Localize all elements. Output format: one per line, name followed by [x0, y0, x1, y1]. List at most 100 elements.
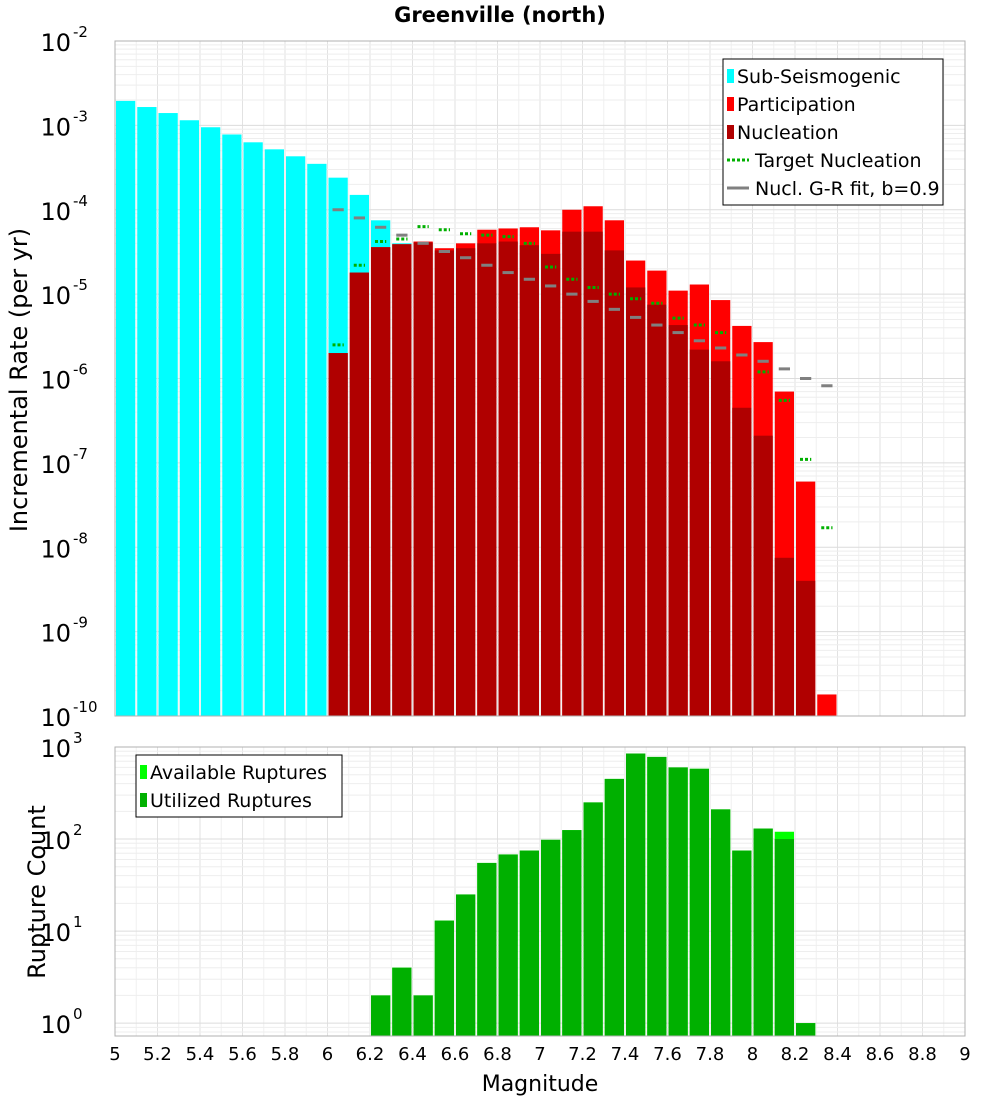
bar-utilized-ruptures [541, 839, 561, 1036]
bar-participation [817, 694, 837, 716]
x-tick-label: 7.8 [696, 1044, 725, 1065]
bar-nucleation [689, 349, 709, 716]
bar-sub-seismogenic [264, 149, 284, 716]
bar-utilized-ruptures [434, 920, 454, 1036]
bar-utilized-ruptures [583, 802, 603, 1036]
bar-nucleation [562, 231, 582, 716]
bar-nucleation [477, 243, 497, 717]
x-axis-label: Magnitude [482, 1072, 599, 1097]
plot-frame [114, 746, 966, 1037]
bottom-y-axis-label: Rupture Count [23, 805, 51, 979]
legend-swatch-available-ruptures [140, 765, 147, 779]
bar-utilized-ruptures [753, 828, 773, 1036]
bar-utilized-ruptures [626, 753, 646, 1036]
y-tick-exponent: -5 [73, 276, 88, 294]
y-tick-label: 10 [40, 735, 71, 763]
x-tick-label: 6.4 [398, 1044, 427, 1065]
bar-utilized-ruptures [456, 894, 476, 1036]
bar-nucleation [796, 580, 816, 716]
bar-nucleation [583, 231, 603, 716]
x-tick-label: 8.4 [823, 1044, 852, 1065]
legend: Available Ruptures Utilized Ruptures [135, 754, 343, 818]
y-tick-label: 10 [40, 29, 71, 57]
bar-utilized-ruptures [562, 830, 582, 1036]
series-nucl-g-r-fit-b-0-9 [332, 208, 833, 388]
bar-utilized-ruptures [498, 854, 518, 1036]
legend-label: Utilized Ruptures [150, 790, 312, 812]
bottom-panel: 10 010 110 210 35 5.2 5.4 5.6 5.8 6 6.2 6.4 6.6 6.8 7 7… [40, 729, 970, 1065]
legend-swatch-nucleation [727, 125, 734, 139]
y-tick-exponent: -2 [73, 23, 88, 41]
legend-label: Available Ruptures [150, 762, 327, 784]
bar-utilized-ruptures [477, 862, 497, 1036]
bar-utilized-ruptures [604, 778, 624, 1036]
series-target-nucleation [332, 225, 833, 530]
y-tick-exponent: 2 [73, 821, 83, 839]
x-tick-label: 8.2 [781, 1044, 810, 1065]
y-tick-exponent: -3 [73, 107, 88, 125]
y-tick-label: 10 [40, 620, 71, 648]
x-tick-label: 5.2 [143, 1044, 172, 1065]
bar-utilized-ruptures [689, 768, 709, 1036]
y-tick-exponent: 3 [73, 729, 83, 747]
y-tick-exponent: -9 [73, 614, 88, 632]
bar-nucleation [541, 253, 561, 716]
y-tick-label: 10 [40, 367, 71, 395]
legend-label: Sub-Seismogenic [737, 66, 901, 88]
x-tick-label: 7.4 [611, 1044, 640, 1065]
legend: Sub-Seismogenic Participation Nucleation Ta… [722, 58, 944, 206]
y-tick-exponent: -4 [73, 192, 88, 210]
bar-utilized-ruptures [796, 1023, 816, 1036]
legend-swatch-sub-seismogenic [727, 69, 734, 83]
x-tick-label: 7.2 [568, 1044, 597, 1065]
bar-utilized-ruptures [732, 850, 752, 1036]
bar-sub-seismogenic [243, 142, 263, 716]
bar-utilized-ruptures [668, 767, 688, 1036]
legend-box [135, 754, 343, 818]
legend-box [722, 58, 944, 206]
bar-utilized-ruptures [647, 756, 667, 1036]
bar-utilized-ruptures [413, 995, 433, 1036]
y-tick-exponent: -6 [73, 361, 88, 379]
bar-utilized-ruptures [392, 967, 412, 1036]
x-tick-label: 7 [534, 1044, 545, 1065]
bar-nucleation [413, 242, 433, 716]
bar-nucleation [371, 247, 391, 716]
bar-nucleation [774, 557, 794, 716]
bar-nucleation [328, 353, 348, 716]
bar-sub-seismogenic [179, 120, 199, 717]
bar-nucleation [732, 407, 752, 716]
x-tick-label: 6.6 [441, 1044, 470, 1065]
y-tick-label: 10 [40, 198, 71, 226]
bar-nucleation [668, 325, 688, 716]
x-tick-label: 9 [959, 1044, 970, 1065]
bar-utilized-ruptures [371, 995, 391, 1036]
x-tick-label: 8.8 [908, 1044, 937, 1065]
y-tick-label: 10 [40, 451, 71, 479]
y-tick-exponent: 1 [73, 913, 83, 931]
y-tick-exponent: 0 [73, 1005, 83, 1023]
y-tick-label: 10 [40, 113, 71, 141]
top-y-axis-label: Incremental Rate (per yr) [5, 228, 33, 532]
legend-label: Nucl. G-R fit, b=0.9 [755, 178, 940, 200]
plot-frame [114, 40, 966, 717]
y-tick-label: 10 [40, 827, 71, 855]
bar-nucleation [519, 245, 539, 717]
x-tick-label: 8 [747, 1044, 758, 1065]
x-tick-label: 6.2 [356, 1044, 385, 1065]
x-tick-label: 5 [109, 1044, 120, 1065]
bar-nucleation [753, 435, 773, 716]
y-tick-exponent: -10 [73, 698, 98, 716]
bar-nucleation [434, 250, 454, 717]
series-utilized-ruptures [371, 753, 816, 1036]
bar-nucleation [498, 241, 518, 717]
x-tick-label: 6 [322, 1044, 333, 1065]
x-tick-label: 6.8 [483, 1044, 512, 1065]
y-tick-exponent: -8 [73, 529, 88, 547]
legend-swatch-participation [727, 97, 734, 111]
legend-swatch-utilized-ruptures [140, 793, 147, 807]
bar-nucleation [392, 244, 412, 717]
x-tick-label: 5.4 [186, 1044, 215, 1065]
